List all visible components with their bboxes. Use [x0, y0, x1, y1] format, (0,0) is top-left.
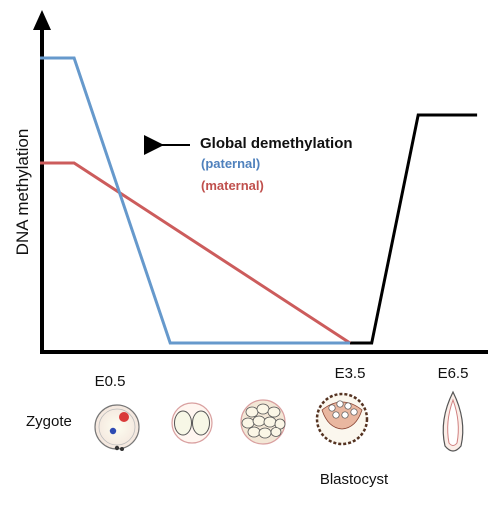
series-line-paternal — [40, 56, 350, 345]
annotation-title: Global demethylation — [200, 135, 353, 152]
zygote-illustration — [94, 404, 140, 451]
y-axis-label: DNA methylation — [13, 129, 32, 256]
stage-label-e3-5: E3.5 — [335, 365, 366, 382]
egg-cylinder-illustration — [442, 390, 464, 452]
zygote-label: Zygote — [26, 413, 72, 430]
y-axis-arrow — [33, 10, 51, 30]
annotation-paternal: (paternal) — [201, 156, 260, 171]
series-line-maternal — [40, 161, 351, 345]
morula-illustration — [240, 399, 286, 445]
blastocyst-label: Blastocyst — [320, 471, 389, 488]
annotation-maternal: (maternal) — [201, 178, 264, 193]
stage-label-e6-5: E6.5 — [438, 365, 469, 382]
stage-label-e0-5: E0.5 — [95, 373, 126, 390]
blastocyst-illustration — [315, 392, 369, 446]
two-cell-embryo-illustration — [171, 402, 213, 444]
